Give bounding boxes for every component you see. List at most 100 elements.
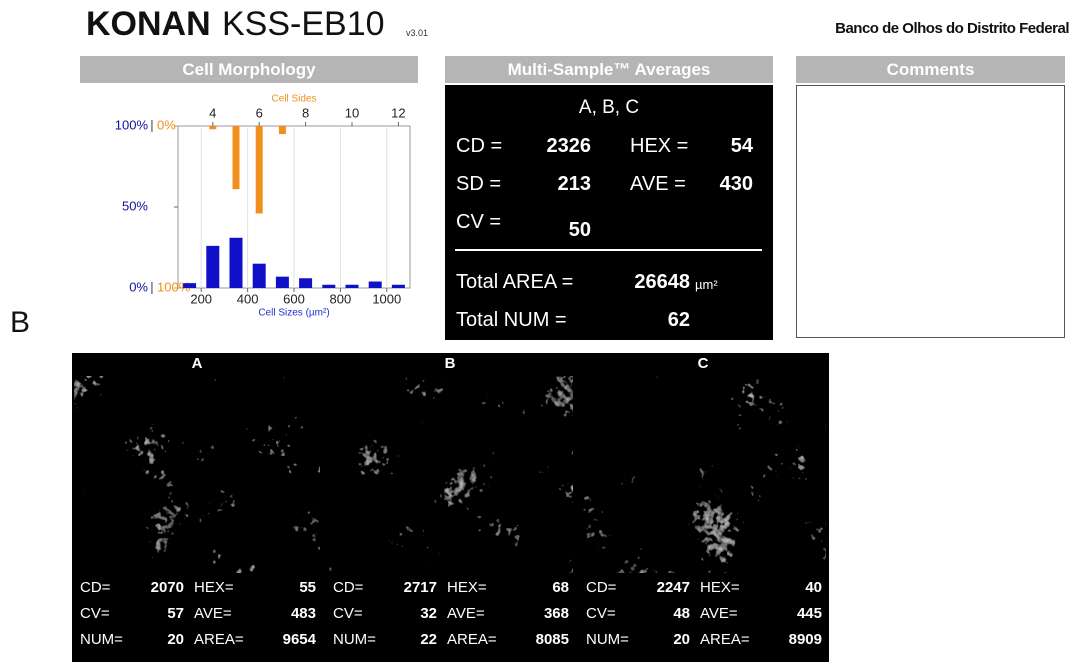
sample-stat-value: 445: [744, 605, 822, 622]
x-tick-label: 1000: [372, 291, 401, 306]
sample-stat-label: CV=: [333, 605, 363, 622]
y-tick-label: 50%: [122, 198, 148, 213]
image-texture: [580, 376, 826, 573]
size-bar: [183, 283, 196, 288]
sample-stat-label: AREA=: [700, 631, 750, 648]
divider: [455, 249, 762, 251]
y2-separator: |: [150, 279, 153, 294]
sample-stat-value: 48: [638, 605, 690, 622]
side-bar: [233, 126, 240, 189]
specular-image: [580, 376, 826, 573]
stat-value: 2326: [547, 135, 592, 158]
x2-tick-label: 6: [256, 105, 263, 120]
y2-tick-label: 0%: [157, 117, 176, 132]
stat-label: CD =: [456, 135, 502, 158]
sample-stat-label: CD=: [333, 579, 363, 596]
sample-stat-label: NUM=: [80, 631, 123, 648]
morphology-header: Cell Morphology: [80, 56, 418, 83]
averages-header: Multi-Sample™ Averages: [445, 56, 773, 83]
y-tick-label: 0%: [129, 279, 148, 294]
stat-value: 430: [720, 173, 753, 196]
total-label: Total AREA =: [456, 271, 573, 294]
sample-stat-label: CD=: [80, 579, 110, 596]
image-texture: [327, 376, 573, 573]
y2-separator: |: [150, 117, 153, 132]
sample-stat-label: CD=: [586, 579, 616, 596]
sample-stat-value: 2247: [638, 579, 690, 596]
x2-tick-label: 8: [302, 105, 309, 120]
sample-stat-label: HEX=: [447, 579, 487, 596]
size-bar: [392, 285, 405, 288]
model: KSS-EB10: [222, 5, 385, 44]
x2-tick-label: 10: [345, 105, 359, 120]
size-bar: [276, 277, 289, 288]
sample-title: A: [72, 355, 322, 372]
sample-stat-value: 68: [491, 579, 569, 596]
comments-header: Comments: [796, 56, 1065, 83]
x2-tick-label: 12: [391, 105, 405, 120]
total-unit: µm²: [695, 277, 718, 292]
sample-stat-value: 20: [638, 631, 690, 648]
sample-stat-value: 20: [132, 631, 184, 648]
sample-stat-value: 40: [744, 579, 822, 596]
x2-axis-title: Cell Sides: [271, 94, 316, 105]
sample-stat-label: AREA=: [194, 631, 244, 648]
x-tick-label: 800: [330, 291, 352, 306]
side-bar: [279, 126, 286, 134]
stat-value: 213: [558, 173, 591, 196]
image-texture: [74, 376, 320, 573]
sample-stat-value: 57: [132, 605, 184, 622]
total-value: 62: [668, 309, 690, 332]
size-bar: [206, 246, 219, 288]
x-tick-label: 400: [237, 291, 259, 306]
x-tick-label: 600: [283, 291, 305, 306]
sample-stat-value: 8085: [491, 631, 569, 648]
sample-stat-label: AVE=: [700, 605, 738, 622]
total-value: 26648: [634, 271, 690, 294]
sample-stat-value: 32: [385, 605, 437, 622]
averages-box: A, B, C CD = 2326 HEX = 54 SD = 213 AVE = 430 CV …: [445, 85, 773, 340]
size-bar: [253, 264, 266, 288]
x-axis-title: Cell Sizes (µm²): [258, 308, 329, 319]
stat-label: AVE =: [630, 173, 686, 196]
version: v3.01: [406, 28, 428, 38]
stat-label: SD =: [456, 173, 501, 196]
sample-stat-value: 2717: [385, 579, 437, 596]
report-page: KONAN KSS-EB10 v3.01 Banco de Olhos do D…: [0, 0, 1073, 662]
sample-stat-label: CV=: [586, 605, 616, 622]
sample-stat-value: 22: [385, 631, 437, 648]
side-bar: [256, 126, 263, 213]
samples-label: A, B, C: [445, 97, 773, 119]
size-bar: [369, 282, 382, 288]
total-label: Total NUM =: [456, 309, 567, 332]
sample-stat-label: NUM=: [586, 631, 629, 648]
sample-stat-value: 9654: [238, 631, 316, 648]
sample-stat-value: 368: [491, 605, 569, 622]
sample-stat-label: NUM=: [333, 631, 376, 648]
sample-stat-value: 8909: [744, 631, 822, 648]
figure-label: B: [10, 306, 30, 340]
y-tick-label: 100%: [115, 117, 149, 132]
stat-label: HEX =: [630, 135, 688, 158]
size-bar: [322, 285, 335, 288]
size-bar: [299, 278, 312, 288]
sample-stat-label: AVE=: [194, 605, 232, 622]
size-bar: [230, 238, 243, 288]
comments-box[interactable]: [796, 85, 1065, 338]
x2-tick-label: 4: [209, 105, 216, 120]
sample-title: C: [578, 355, 828, 372]
sample-stat-label: CV=: [80, 605, 110, 622]
specular-image: [327, 376, 573, 573]
stat-value: 54: [731, 135, 753, 158]
sample-stat-value: 2070: [132, 579, 184, 596]
brand: KONAN: [86, 5, 211, 44]
stat-label: CV =: [456, 211, 501, 234]
sample-title: B: [325, 355, 575, 372]
sample-stat-value: 483: [238, 605, 316, 622]
sample-stat-label: AVE=: [447, 605, 485, 622]
stat-value: 50: [569, 219, 591, 242]
sample-stat-label: HEX=: [194, 579, 234, 596]
sample-stat-label: HEX=: [700, 579, 740, 596]
